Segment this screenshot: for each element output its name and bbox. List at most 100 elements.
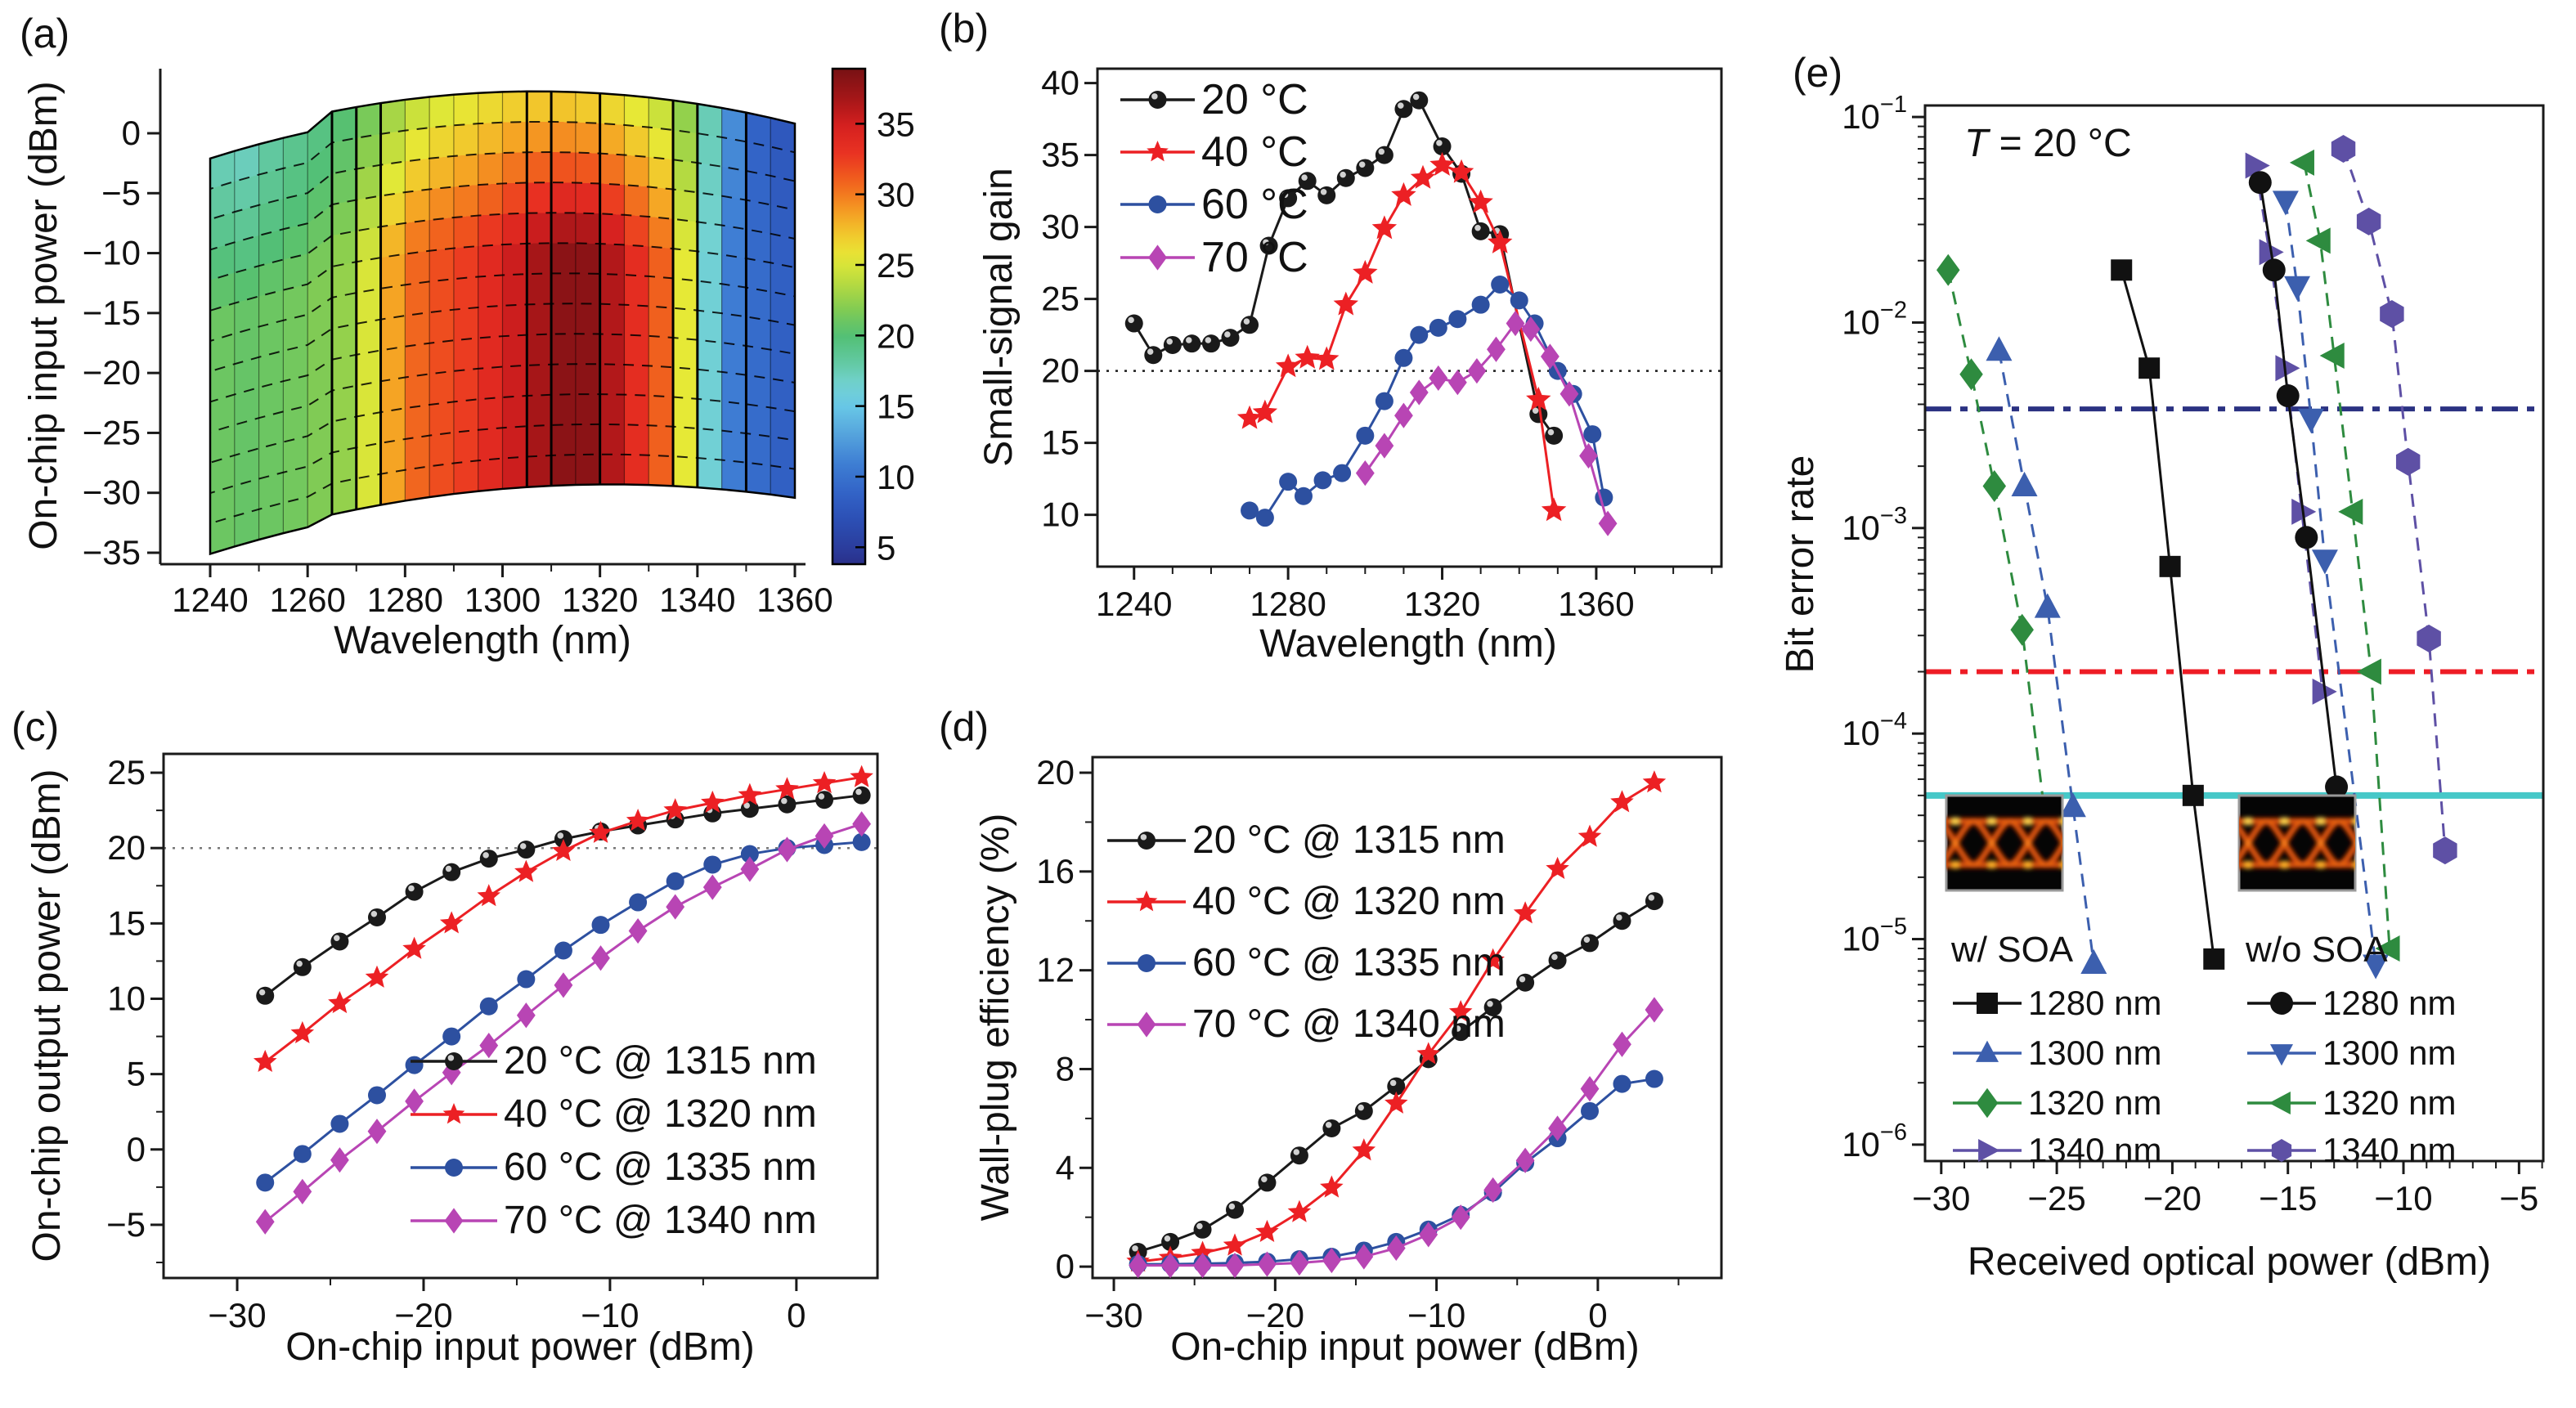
svg-text:1340: 1340 (659, 581, 735, 619)
legend-item: 1340 nm (1951, 1132, 2161, 1168)
svg-text:15: 15 (877, 388, 915, 426)
svg-text:0: 0 (122, 114, 141, 152)
svg-text:1320: 1320 (1404, 585, 1480, 623)
svg-text:16: 16 (1036, 852, 1075, 890)
svg-text:0: 0 (1056, 1247, 1075, 1285)
panel-e-temperature-annotation: T = 20 °C (1964, 124, 2132, 164)
legend-marker-icon (1953, 1087, 2022, 1119)
legend-label: 60 °C (1201, 181, 1308, 228)
legend-label: 20 °C @ 1315 nm (1192, 818, 1506, 862)
legend-marker-icon (2247, 1044, 2316, 1066)
svg-text:5: 5 (877, 528, 895, 567)
legend-label: 40 °C @ 1320 nm (504, 1092, 817, 1136)
svg-text:4: 4 (1056, 1148, 1075, 1186)
legend-marker-icon (411, 1052, 497, 1070)
svg-text:1300: 1300 (464, 581, 541, 619)
panel-c-xaxis-title: On-chip input power (dBm) (285, 1325, 755, 1369)
legend-marker-icon (1107, 1011, 1186, 1038)
panel-a-heatmap: 0 −5 −10 −15 −20 −25 −30 −35 1240 1260 1280 1300 132… (83, 67, 915, 619)
svg-text:10−4: 10−4 (1842, 708, 1907, 752)
svg-text:−20: −20 (2143, 1179, 2201, 1217)
svg-text:1360: 1360 (1558, 585, 1634, 623)
legend-marker-icon (1953, 1040, 2022, 1062)
svg-text:−20: −20 (394, 1296, 452, 1334)
svg-text:−10: −10 (2374, 1179, 2432, 1217)
legend-label: 20 °C (1201, 76, 1308, 123)
legend-label: 1340 nm (2028, 1131, 2162, 1169)
svg-text:12: 12 (1036, 951, 1075, 989)
svg-text:20: 20 (1041, 352, 1079, 390)
legend-marker-icon (411, 1103, 497, 1124)
panel-b-xaxis-title: Wavelength (nm) (1259, 622, 1557, 666)
panel-a-xaxis-title: Wavelength (nm) (334, 619, 631, 662)
svg-text:25: 25 (1041, 280, 1079, 318)
panel-d-yaxis-title: Wall-plug efficiency (%) (974, 813, 1017, 1222)
svg-text:−5: −5 (2499, 1179, 2538, 1217)
panel-c-chart: −30 −20 −10 0 −5 0 5 10 15 20 25 (106, 752, 879, 1334)
svg-text:10: 10 (107, 979, 146, 1017)
svg-text:8: 8 (1056, 1049, 1075, 1087)
legend-item: 1280 nm (1951, 985, 2161, 1021)
panel-e-xaxis-title: Received optical power (dBm) (1967, 1240, 2492, 1284)
svg-text:10−1: 10−1 (1842, 92, 1907, 136)
svg-text:−20: −20 (1246, 1296, 1304, 1334)
legend-label: 1320 nm (2322, 1083, 2457, 1122)
legend-label: 1300 nm (2028, 1034, 2162, 1072)
svg-text:20: 20 (1036, 753, 1075, 791)
svg-text:−30: −30 (1084, 1296, 1142, 1334)
legend-group-title-with-soa: w/ SOA (1951, 930, 2074, 970)
panel-a-yaxis-title: On-chip input power (dBm) (22, 81, 65, 550)
panel-e-label: (e) (1793, 50, 1843, 96)
svg-text:0: 0 (127, 1130, 146, 1168)
legend-marker-icon (1107, 832, 1186, 850)
legend-item: 1320 nm (2246, 1085, 2456, 1121)
svg-text:20: 20 (877, 316, 915, 355)
panel-c-yaxis-title: On-chip output power (dBm) (25, 769, 69, 1262)
svg-text:−5: −5 (106, 1205, 146, 1244)
legend-item: 20 °C @ 1315 nm (1106, 821, 1506, 860)
svg-text:−15: −15 (2259, 1179, 2317, 1217)
panel-b-label: (b) (939, 6, 990, 52)
svg-text:1360: 1360 (756, 581, 832, 619)
svg-text:35: 35 (877, 105, 915, 143)
legend-item: 1280 nm (2246, 985, 2456, 1021)
svg-text:15: 15 (107, 904, 146, 942)
legend-marker-icon (1120, 244, 1195, 271)
legend-marker-icon (1120, 195, 1195, 213)
legend-item: 40 °C @ 1320 nm (409, 1095, 817, 1134)
svg-text:1280: 1280 (1250, 585, 1326, 623)
panel-d-chart: −30 −20 −10 0 0 4 8 12 16 20 (1036, 753, 1723, 1334)
legend-label: 1320 nm (2028, 1083, 2162, 1122)
legend-item: 70 °C (1119, 236, 1308, 279)
legend-item: 60 °C (1119, 183, 1308, 226)
svg-text:−30: −30 (83, 473, 141, 512)
panel-b-chart: 1240 1280 1320 1360 10 15 20 25 30 35 40 (1041, 64, 1723, 623)
legend-marker-icon (1107, 954, 1186, 972)
legend-item: 1340 nm (2246, 1132, 2456, 1168)
svg-text:1320: 1320 (562, 581, 638, 619)
svg-text:−15: −15 (83, 294, 141, 332)
legend-group-title-without-soa: w/o SOA (2246, 930, 2388, 970)
svg-text:40: 40 (1041, 64, 1079, 102)
panel-d-xaxis-title: On-chip input power (dBm) (1170, 1325, 1640, 1369)
annotation-variable: T (1964, 122, 1989, 165)
legend-marker-icon (1953, 993, 2022, 1014)
panel-e-yaxis-title: Bit error rate (1779, 455, 1822, 674)
legend-item: 70 °C @ 1340 nm (1106, 1005, 1506, 1044)
legend-item: 40 °C (1119, 131, 1308, 173)
svg-text:30: 30 (877, 176, 915, 214)
svg-text:1260: 1260 (269, 581, 345, 619)
svg-text:−5: −5 (101, 173, 141, 212)
legend-item: 60 °C @ 1335 nm (1106, 944, 1506, 983)
svg-text:0: 0 (1588, 1296, 1607, 1334)
legend-label: 1300 nm (2322, 1034, 2457, 1072)
svg-text:25: 25 (877, 246, 915, 285)
legend-item: 70 °C @ 1340 nm (409, 1201, 817, 1240)
svg-text:10−5: 10−5 (1842, 914, 1907, 958)
svg-text:−35: −35 (83, 533, 141, 572)
legend-label: 1280 nm (2322, 984, 2457, 1022)
legend-marker-icon (2247, 1139, 2316, 1162)
eye-diagram-inset-with-soa (1945, 794, 2064, 892)
legend-marker-icon (2247, 1092, 2316, 1114)
legend-marker-icon (1107, 890, 1186, 912)
